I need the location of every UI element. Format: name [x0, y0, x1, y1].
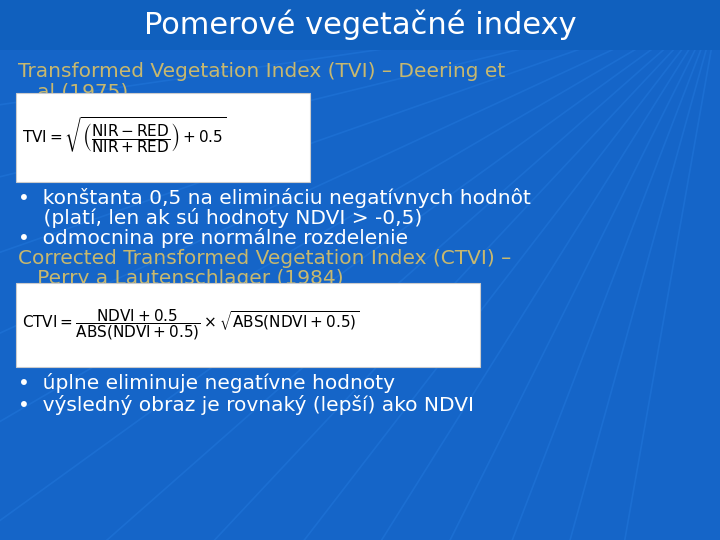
Text: $\mathrm{CTVI} = \dfrac{\mathrm{NDVI}+0.5}{\mathrm{ABS(NDVI}+0.5)} \times \sqrt{: $\mathrm{CTVI} = \dfrac{\mathrm{NDVI}+0.…	[22, 308, 359, 342]
Text: Perry a Lautenschlager (1984): Perry a Lautenschlager (1984)	[18, 269, 343, 288]
Text: Transformed Vegetation Index (TVI) – Deering et: Transformed Vegetation Index (TVI) – Dee…	[18, 62, 505, 81]
Bar	[0, 0, 720, 50]
FancyBboxPatch shape	[16, 283, 480, 367]
FancyBboxPatch shape	[16, 93, 310, 182]
Text: (platí, len ak sú hodnoty NDVI > -0,5): (platí, len ak sú hodnoty NDVI > -0,5)	[18, 208, 422, 228]
Text: •  konštanta 0,5 na elimináciu negatívnych hodnôt: • konštanta 0,5 na elimináciu negatívnyc…	[18, 188, 531, 208]
Text: al.(1975): al.(1975)	[18, 82, 128, 101]
Text: $\mathrm{TVI} = \sqrt{\left(\dfrac{\mathrm{NIR}-\mathrm{RED}}{\mathrm{NIR}+\math: $\mathrm{TVI} = \sqrt{\left(\dfrac{\math…	[22, 115, 226, 155]
Text: Pomerové vegetačné indexy: Pomerové vegetačné indexy	[144, 10, 576, 40]
Text: •  odmocnina pre normálne rozdelenie: • odmocnina pre normálne rozdelenie	[18, 228, 408, 248]
Text: •  úplne eliminuje negatívne hodnoty: • úplne eliminuje negatívne hodnoty	[18, 373, 395, 393]
Text: •  výsledný obraz je rovnaký (lepší) ako NDVI: • výsledný obraz je rovnaký (lepší) ako …	[18, 395, 474, 415]
Text: Corrected Transformed Vegetation Index (CTVI) –: Corrected Transformed Vegetation Index (…	[18, 249, 511, 268]
